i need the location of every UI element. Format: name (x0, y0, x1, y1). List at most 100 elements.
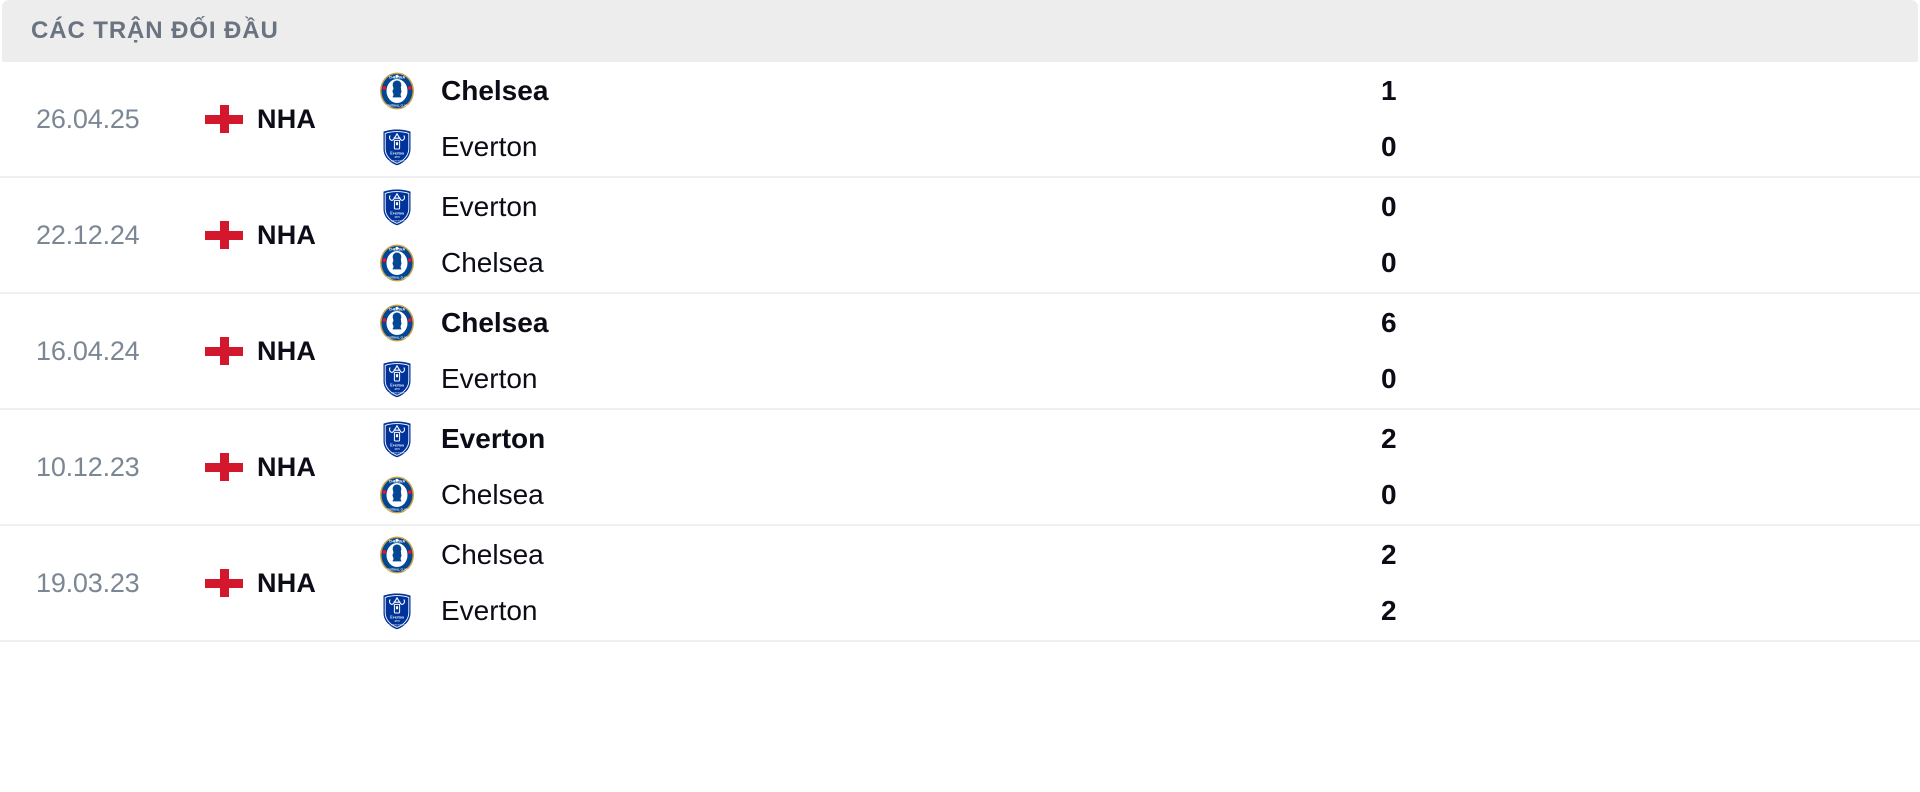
competition-label: NHA (257, 103, 317, 134)
home-team-crest: Everton 1878 NIL SATIS NISI OPT (376, 187, 418, 227)
home-team-line[interactable]: Everton 1878 NIL SATIS NISI OPT Everton (376, 419, 1100, 459)
away-team-line[interactable]: Everton 1878 NIL SATIS NISI OPT Everton (376, 593, 1100, 630)
away-team-name[interactable]: Everton (441, 363, 538, 394)
home-score: 2 (1381, 539, 1397, 570)
svg-text:FOOTBALL CLUB: FOOTBALL CLUB (386, 509, 407, 512)
away-team-crest: CHELSEA FOOTBALL CLUB (376, 475, 418, 515)
teams-cell: Everton 1878 NIL SATIS NISI OPT Everton … (375, 178, 1100, 292)
svg-text:Everton: Everton (390, 443, 405, 448)
svg-text:1878: 1878 (394, 156, 400, 159)
away-team-line[interactable]: CHELSEA FOOTBALL CLUB Chelsea (376, 243, 1100, 283)
everton-crest-icon: Everton 1878 NIL SATIS NISI OPT (383, 421, 411, 458)
competition-cell: NHA (205, 294, 375, 408)
flag-cross-vertical (219, 569, 229, 597)
svg-text:FOOTBALL CLUB: FOOTBALL CLUB (386, 277, 407, 280)
home-team-crest: CHELSEA FOOTBALL CLUB (376, 303, 418, 343)
match-date-cell: 19.03.23 (0, 526, 205, 640)
away-score-line: 0 (1100, 130, 1920, 164)
teams-cell: CHELSEA FOOTBALL CLUB Chelsea Everton 18… (375, 526, 1100, 640)
svg-text:CHELSEA: CHELSEA (389, 308, 406, 312)
away-score-line: 0 (1100, 362, 1920, 396)
home-team-line[interactable]: Everton 1878 NIL SATIS NISI OPT Everton (376, 187, 1100, 227)
away-score: 0 (1381, 363, 1397, 394)
home-score-line: 2 (1100, 538, 1920, 572)
away-team-crest: Everton 1878 NIL SATIS NISI OPT (376, 359, 418, 399)
match-date: 10.12.23 (36, 451, 140, 482)
svg-text:Everton: Everton (390, 211, 405, 216)
away-score-line: 0 (1100, 478, 1920, 512)
everton-crest-icon: Everton 1878 NIL SATIS NISI OPT (383, 129, 411, 166)
away-team-name[interactable]: Chelsea (441, 247, 544, 278)
svg-text:CHELSEA: CHELSEA (389, 248, 406, 252)
match-row[interactable]: 10.12.23 NHA Everton 1878 NIL SATIS NISI… (0, 410, 1920, 526)
home-team-name[interactable]: Chelsea (441, 75, 549, 106)
svg-text:NIL SATIS NISI OPT: NIL SATIS NISI OPT (387, 452, 408, 455)
competition-cell: NHA (205, 526, 375, 640)
away-score-line: 2 (1100, 594, 1920, 628)
chelsea-crest-icon: CHELSEA FOOTBALL CLUB (380, 476, 414, 514)
home-team-line[interactable]: CHELSEA FOOTBALL CLUB Chelsea (376, 72, 1100, 110)
match-row[interactable]: 26.04.25 NHA CHELSEA FOOTBALL CLUB Chels… (0, 62, 1920, 178)
home-score: 0 (1381, 191, 1397, 222)
away-team-line[interactable]: Everton 1878 NIL SATIS NISI OPT Everton (376, 129, 1100, 166)
flag-cross-vertical (219, 105, 229, 133)
home-team-name[interactable]: Everton (441, 423, 546, 454)
home-team-line[interactable]: CHELSEA FOOTBALL CLUB Chelsea (376, 303, 1100, 343)
svg-text:FOOTBALL CLUB: FOOTBALL CLUB (386, 569, 407, 572)
match-date: 22.12.24 (36, 219, 140, 250)
svg-text:Everton: Everton (390, 615, 405, 620)
match-row[interactable]: 16.04.24 NHA CHELSEA FOOTBALL CLUB Chels… (0, 294, 1920, 410)
away-score: 2 (1381, 595, 1397, 626)
chelsea-crest-icon: CHELSEA FOOTBALL CLUB (380, 72, 414, 110)
away-team-name[interactable]: Everton (441, 595, 538, 626)
scores-cell: 1 0 (1100, 62, 1920, 176)
chelsea-crest-icon: CHELSEA FOOTBALL CLUB (380, 536, 414, 574)
competition-label: NHA (257, 567, 317, 598)
england-flag-icon (205, 105, 243, 133)
everton-crest-icon: Everton 1878 NIL SATIS NISI OPT (383, 361, 411, 398)
svg-text:1878: 1878 (394, 216, 400, 219)
competition-cell: NHA (205, 62, 375, 176)
flag-cross-vertical (219, 453, 229, 481)
home-score: 2 (1381, 423, 1397, 454)
england-flag-icon (205, 453, 243, 481)
away-team-name[interactable]: Everton (441, 131, 538, 162)
teams-cell: Everton 1878 NIL SATIS NISI OPT Everton … (375, 410, 1100, 524)
svg-text:NIL SATIS NISI OPT: NIL SATIS NISI OPT (387, 220, 408, 223)
match-row[interactable]: 22.12.24 NHA Everton 1878 NIL SATIS NISI… (0, 178, 1920, 294)
everton-crest-icon: Everton 1878 NIL SATIS NISI OPT (383, 593, 411, 630)
england-flag-icon (205, 337, 243, 365)
away-score-line: 0 (1100, 246, 1920, 280)
svg-text:CHELSEA: CHELSEA (389, 540, 406, 544)
match-date: 16.04.24 (36, 335, 140, 366)
scores-cell: 2 0 (1100, 410, 1920, 524)
home-team-crest: CHELSEA FOOTBALL CLUB (376, 535, 418, 575)
svg-text:Everton: Everton (390, 151, 405, 156)
competition-cell: NHA (205, 178, 375, 292)
svg-text:NIL SATIS NISI OPT: NIL SATIS NISI OPT (387, 624, 408, 627)
home-score-line: 0 (1100, 190, 1920, 224)
match-row[interactable]: 19.03.23 NHA CHELSEA FOOTBALL CLUB Chels… (0, 526, 1920, 642)
home-team-line[interactable]: CHELSEA FOOTBALL CLUB Chelsea (376, 535, 1100, 575)
match-date-cell: 16.04.24 (0, 294, 205, 408)
home-team-name[interactable]: Chelsea (441, 307, 549, 338)
home-team-name[interactable]: Chelsea (441, 539, 544, 570)
home-team-name[interactable]: Everton (441, 191, 538, 222)
home-score: 1 (1381, 75, 1397, 106)
away-team-line[interactable]: CHELSEA FOOTBALL CLUB Chelsea (376, 475, 1100, 515)
match-date: 19.03.23 (36, 567, 140, 598)
away-score: 0 (1381, 247, 1397, 278)
home-team-crest: Everton 1878 NIL SATIS NISI OPT (376, 419, 418, 459)
svg-text:CHELSEA: CHELSEA (389, 76, 406, 80)
home-score-line: 1 (1100, 74, 1920, 108)
away-team-name[interactable]: Chelsea (441, 479, 544, 510)
flag-cross-vertical (219, 337, 229, 365)
svg-text:Everton: Everton (390, 383, 405, 388)
svg-text:1878: 1878 (394, 620, 400, 623)
teams-cell: CHELSEA FOOTBALL CLUB Chelsea Everton 18… (375, 294, 1100, 408)
away-team-line[interactable]: Everton 1878 NIL SATIS NISI OPT Everton (376, 359, 1100, 399)
svg-text:FOOTBALL CLUB: FOOTBALL CLUB (386, 105, 407, 108)
teams-cell: CHELSEA FOOTBALL CLUB Chelsea Everton 18… (375, 62, 1100, 176)
away-team-crest: CHELSEA FOOTBALL CLUB (376, 243, 418, 283)
